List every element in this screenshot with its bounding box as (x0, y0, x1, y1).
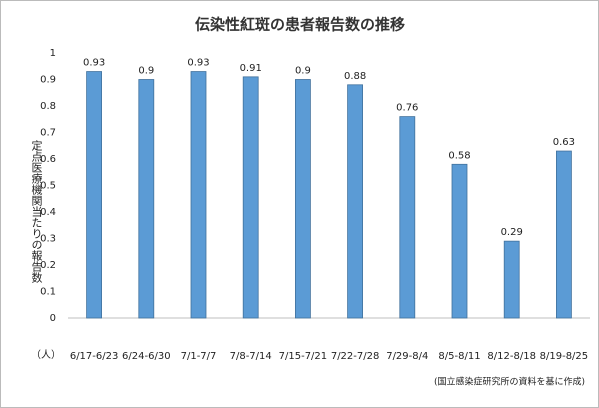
bar (190, 71, 207, 319)
y-tick-label: 0.7 (40, 128, 56, 139)
y-tick-label: 0.4 (40, 207, 56, 218)
unit-label: （人） (31, 349, 61, 361)
bar (451, 163, 468, 319)
y-tick-label: 0.6 (40, 154, 56, 165)
bar (242, 76, 259, 319)
x-tick-label: 8/5-8/11 (438, 351, 480, 362)
y-axis-label: 定点医療機関当たりの報告数 (30, 139, 43, 284)
source-note: (国立感染症研究所の資料を基に作成) (434, 376, 585, 388)
y-tick-label: 0.2 (40, 260, 56, 271)
bar (347, 84, 364, 319)
chart-title: 伝染性紅斑の患者報告数の推移 (195, 16, 405, 34)
value-label: 0.63 (553, 137, 575, 148)
bar (294, 79, 311, 319)
value-label: 0.91 (240, 63, 262, 74)
value-label: 0.29 (501, 227, 523, 238)
bar (503, 240, 520, 319)
value-label: 0.93 (83, 58, 105, 69)
value-label: 0.9 (295, 66, 311, 77)
x-tick-label: 7/1-7/7 (181, 351, 217, 362)
y-tick-label: 0.1 (40, 287, 56, 298)
x-tick-label: 8/12-8/18 (487, 351, 536, 362)
x-tick-label: 7/8-7/14 (230, 351, 272, 362)
x-tick-label: 8/19-8/25 (540, 351, 589, 362)
value-label: 0.58 (448, 150, 470, 161)
x-tick-label: 7/15-7/21 (279, 351, 328, 362)
y-tick-label: 1 (50, 48, 56, 59)
y-tick-label: 0.9 (40, 75, 56, 86)
x-tick-label: 6/24-6/30 (122, 351, 171, 362)
x-tick-label: 7/29-8/4 (386, 351, 428, 362)
y-tick-label: 0.8 (40, 101, 56, 112)
value-label: 0.88 (344, 71, 366, 82)
bar (556, 150, 572, 319)
value-label: 0.93 (187, 58, 209, 69)
value-label: 0.9 (138, 66, 154, 77)
bar (399, 116, 416, 319)
x-tick-label: 6/17-6/23 (70, 351, 119, 362)
y-tick-label: 0.5 (40, 181, 56, 192)
bar (138, 79, 155, 319)
bar (86, 71, 102, 319)
y-tick-label: 0 (50, 313, 56, 324)
x-tick-label: 7/22-7/28 (331, 351, 380, 362)
y-tick-label: 0.3 (40, 234, 56, 245)
value-label: 0.76 (396, 103, 418, 114)
